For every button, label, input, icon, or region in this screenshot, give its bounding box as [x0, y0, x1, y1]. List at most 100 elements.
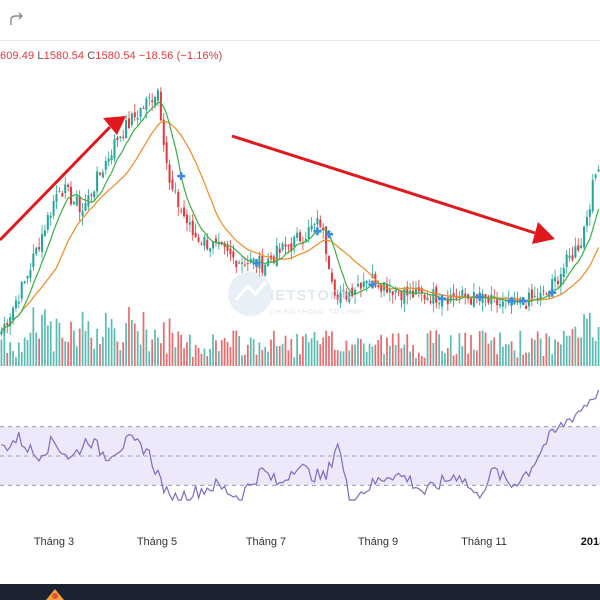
candle-body: [168, 164, 171, 183]
candle-body: [26, 275, 29, 279]
volume-bar: [386, 337, 388, 366]
candle-body: [296, 232, 299, 238]
volume-bar: [331, 331, 333, 366]
volume-bar: [417, 352, 420, 366]
candle-body: [119, 136, 122, 139]
candle-body: [90, 194, 93, 196]
volume-bar: [267, 351, 269, 366]
volume-bar: [397, 333, 400, 366]
candle-body: [484, 294, 487, 299]
candle-body: [191, 220, 194, 236]
candle-body: [241, 262, 244, 265]
volume-bar: [220, 340, 223, 366]
volume-bar: [484, 332, 487, 366]
volume-bar: [0, 339, 3, 366]
candle-body: [327, 256, 330, 270]
candle-body: [67, 184, 70, 187]
x-tick-label: 2013: [581, 536, 600, 548]
candle-body: [356, 283, 359, 287]
ma-fast-line: [0, 101, 600, 332]
volume-bar: [165, 353, 168, 366]
ohlc-readout: 609.49 L1580.54 C1580.54 −18.56 (−1.16%): [0, 50, 222, 62]
volume-bar: [525, 352, 527, 366]
candle-body: [429, 301, 432, 303]
candle-body: [394, 289, 397, 293]
volume-bar: [580, 337, 583, 366]
crossover-marker: [475, 292, 484, 301]
volume-bar: [12, 350, 14, 366]
candle-body: [130, 113, 133, 125]
volume-bar: [429, 330, 432, 366]
volume-bar: [432, 342, 435, 366]
crossover-marker: [252, 259, 261, 268]
volume-bar: [522, 354, 525, 366]
volume-bar: [116, 341, 119, 366]
candle-body: [174, 190, 177, 192]
volume-bar: [342, 351, 345, 366]
volume-bar: [186, 342, 188, 366]
candle-body: [319, 219, 322, 227]
candle-body: [380, 284, 383, 292]
candle-body: [133, 112, 136, 118]
x-tick-label: Tháng 11: [461, 536, 507, 548]
candle-body: [180, 210, 183, 212]
volume-bar: [223, 338, 226, 366]
volume-bar: [177, 331, 180, 366]
candle-body: [594, 174, 597, 178]
volume-bar: [273, 330, 275, 366]
x-tick-label: Tháng 9: [358, 536, 398, 548]
change-value: −18.56: [138, 50, 174, 62]
app-icon[interactable]: [44, 587, 66, 600]
volume-bar: [194, 344, 197, 366]
volume-bar: [281, 343, 284, 366]
candle-body: [75, 196, 78, 206]
candle-body: [101, 172, 104, 178]
volume-bar: [238, 335, 240, 366]
volume-bar: [235, 330, 238, 366]
volume-bar: [441, 351, 443, 366]
candle-body: [461, 290, 464, 297]
volume-bar: [113, 328, 116, 366]
candle-body: [432, 289, 435, 304]
volume-bar: [15, 357, 17, 366]
candle-body: [591, 180, 594, 212]
candle-body: [261, 255, 264, 273]
low-value: 1580.54: [43, 50, 85, 62]
candlestick-chart[interactable]: Tháng 3 Tháng 5 Tháng 7 Tháng 9 Tháng 11 2013…: [0, 0, 600, 584]
volume-bar: [374, 344, 377, 366]
candle-body: [365, 281, 368, 284]
candle-body: [403, 288, 406, 304]
volume-bar: [383, 354, 385, 366]
volume-bar: [217, 351, 220, 366]
watermark-logo-mark: [234, 280, 268, 301]
candle-body: [223, 243, 226, 248]
crossover-marker: [548, 288, 557, 297]
volume-bar: [46, 325, 49, 366]
volume-bar: [55, 318, 58, 366]
redo-arrow-icon[interactable]: [8, 11, 26, 29]
candle-body: [313, 223, 316, 226]
volume-bar: [90, 337, 93, 366]
candle-body: [238, 262, 241, 264]
candle-body: [278, 248, 281, 253]
volume-bar: [423, 357, 426, 366]
candle-body: [12, 307, 15, 321]
candle-body: [446, 297, 449, 305]
volume-bar: [504, 343, 507, 366]
volume-bar: [246, 344, 249, 366]
candle-body: [391, 291, 394, 295]
candle-body: [136, 117, 139, 120]
candle-body: [336, 294, 339, 300]
volume-bar: [183, 348, 185, 366]
volume-bar: [203, 348, 206, 366]
volume-bar: [255, 354, 258, 366]
candle-body: [49, 215, 52, 218]
volume-bar: [368, 343, 371, 366]
candle-body: [200, 243, 203, 245]
volume-bar: [160, 343, 162, 366]
volume-bar: [502, 346, 504, 366]
candle-body: [14, 300, 17, 309]
volume-bar: [241, 355, 243, 366]
candle-body: [490, 294, 493, 305]
candle-body: [72, 201, 75, 205]
